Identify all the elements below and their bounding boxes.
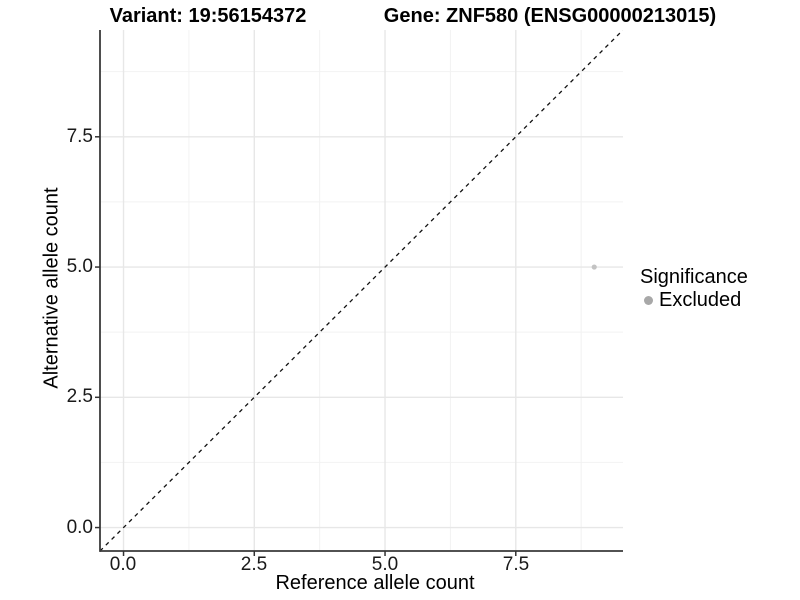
y-tick-label-7.5: 7.5 <box>66 126 93 147</box>
gene-title: Gene: ZNF580 (ENSG00000213015) <box>383 5 717 27</box>
x-tick-label-0.0: 0.0 <box>109 554 137 575</box>
identity-line <box>99 30 623 552</box>
legend-item-excluded: Excluded <box>640 290 748 311</box>
y-tick-label-0.0: 0.0 <box>66 517 93 538</box>
excluded-point-icon <box>644 296 653 305</box>
x-axis-title: Reference allele count <box>275 572 475 594</box>
variant-title: Variant: 19:56154372 <box>109 5 307 27</box>
y-tick-label-5.0: 5.0 <box>66 256 93 277</box>
legend-title: Significance <box>640 266 748 288</box>
data-point <box>591 264 597 270</box>
x-tick-label-7.5: 7.5 <box>502 554 530 575</box>
legend: Significance Excluded <box>640 267 748 311</box>
x-tick-label-2.5: 2.5 <box>240 554 268 575</box>
legend-item-label: Excluded <box>659 289 742 311</box>
y-tick-label-2.5: 2.5 <box>66 386 93 407</box>
plot-panel <box>95 30 623 556</box>
y-axis-title: Alternative allele count <box>40 187 63 389</box>
x-tick-label-5.0: 5.0 <box>371 554 399 575</box>
